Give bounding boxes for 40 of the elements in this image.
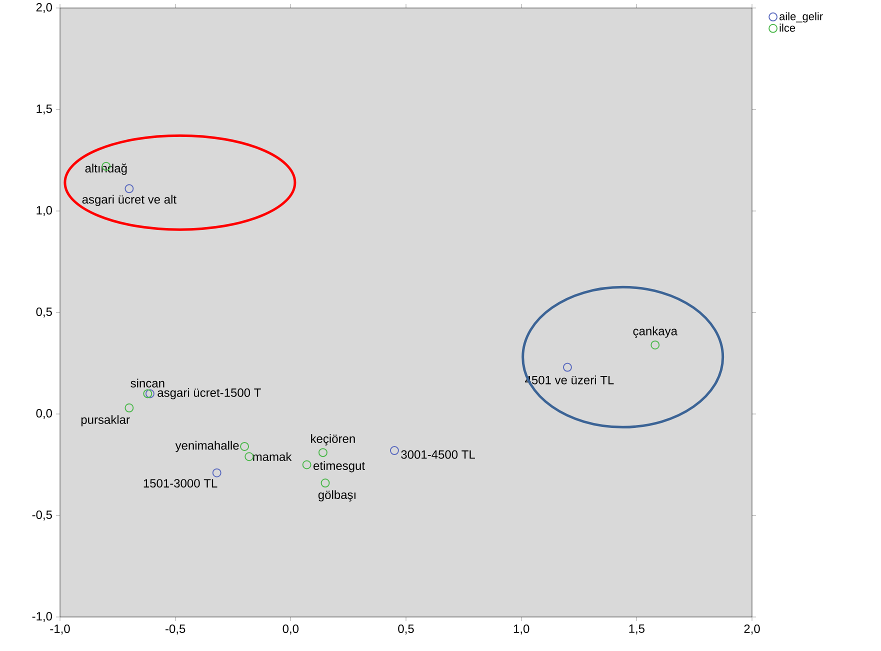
point [320, 478, 330, 488]
annotation: asgari ücret ve alt [82, 194, 176, 206]
y-tick-label: 1,5 [36, 104, 52, 114]
point [562, 362, 572, 372]
x-tick-label: 0,5 [398, 624, 414, 634]
point [244, 452, 254, 462]
annotation: asgari ücret-1500 T [158, 388, 261, 400]
y-tick-label: 1,0 [36, 206, 52, 216]
x-tick-label: 0,0 [282, 624, 299, 634]
y-tick-label: -1,0 [32, 612, 52, 622]
annotation: keçiören [311, 434, 355, 446]
annotation: 1501-3000 TL [144, 479, 218, 488]
point [124, 184, 134, 194]
legend-label: aile_gelir [780, 12, 823, 22]
point [212, 468, 222, 478]
point [124, 403, 134, 412]
x-tick-label: -0,5 [166, 624, 186, 634]
annotation: etimesgut [314, 461, 365, 472]
y-tick-label: 0,5 [36, 308, 52, 318]
point [650, 340, 660, 350]
annotation: çankaya [633, 326, 678, 338]
annotation: mamak [253, 452, 292, 462]
legend-label: ilce [780, 24, 796, 32]
point [390, 446, 399, 456]
x-tick-label: 1,5 [629, 624, 644, 634]
y-tick-label: 2,0 [36, 3, 52, 13]
y-tick-label: 0,0 [36, 409, 52, 419]
point [318, 448, 328, 458]
point [302, 460, 312, 470]
x-tick-label: -1,0 [50, 624, 70, 634]
annotation: 3001-4500 TL [401, 450, 475, 459]
annotation: gölbaşı [318, 490, 356, 502]
y-tick-label: -0,5 [32, 510, 52, 520]
x-tick-label: 2,0 [744, 624, 760, 634]
annotation: altındağ [85, 164, 127, 175]
point [240, 442, 250, 451]
annotation: pursaklar [81, 415, 130, 426]
annotation: yenimahalle [175, 440, 239, 452]
annotation: sincan [130, 378, 164, 388]
x-tick-label: 1,0 [514, 624, 530, 634]
